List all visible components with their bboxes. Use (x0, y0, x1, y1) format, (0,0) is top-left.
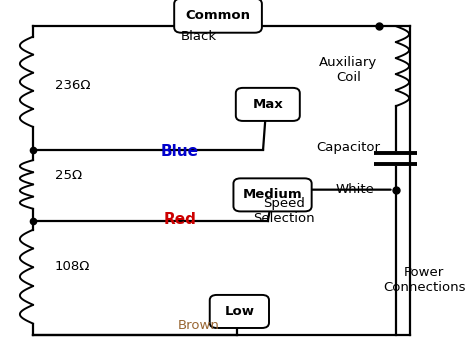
Text: Max: Max (253, 98, 283, 111)
Text: Low: Low (224, 305, 255, 318)
Text: 236Ω: 236Ω (55, 79, 90, 92)
Text: White: White (336, 183, 374, 196)
Text: Power
Connections: Power Connections (383, 266, 465, 294)
Text: Common: Common (185, 9, 251, 22)
Text: 108Ω: 108Ω (55, 260, 90, 273)
FancyBboxPatch shape (236, 88, 300, 121)
Text: Medium: Medium (243, 188, 302, 201)
Text: Brown: Brown (178, 319, 220, 332)
FancyBboxPatch shape (174, 0, 262, 33)
FancyBboxPatch shape (233, 179, 311, 212)
FancyBboxPatch shape (210, 295, 269, 328)
Text: Red: Red (164, 212, 197, 227)
Text: Capacitor: Capacitor (316, 141, 381, 155)
Text: 25Ω: 25Ω (55, 169, 82, 182)
Text: Black: Black (181, 30, 217, 43)
Text: Blue: Blue (161, 144, 199, 159)
Text: Speed
Selection: Speed Selection (254, 197, 315, 224)
Text: Auxiliary
Coil: Auxiliary Coil (319, 56, 377, 84)
